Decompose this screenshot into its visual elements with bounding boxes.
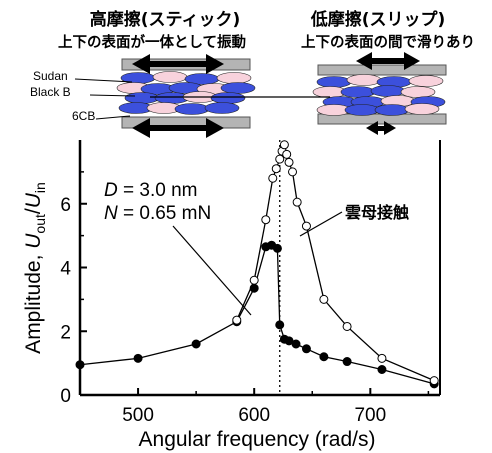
- molecule-ellipse: [370, 85, 406, 97]
- series-1-point-11: [292, 197, 302, 207]
- molecule-ellipse: [216, 72, 252, 84]
- molecule-layer-left: [116, 71, 256, 115]
- slip-schematic: [312, 52, 447, 135]
- y-tick-label-2: 4: [60, 259, 71, 280]
- molecule-ellipse: [152, 71, 188, 83]
- series-0-point-4: [249, 283, 259, 293]
- series-layer: [75, 140, 439, 389]
- pointer-black-b: [89, 94, 136, 97]
- molecule-ellipse: [204, 102, 240, 114]
- series-0-point-1: [133, 353, 143, 363]
- y-label-den-sub: in: [32, 182, 48, 193]
- series-1-point-16: [429, 376, 439, 386]
- y-label-sep: /: [22, 208, 45, 214]
- molecule-ellipse: [408, 75, 444, 87]
- annotation-d-name: D: [104, 180, 118, 201]
- pointer-open-series: [299, 211, 343, 237]
- series-1-point-1: [249, 275, 259, 285]
- pointer-sudan: [74, 78, 133, 83]
- series-1-line: [236, 142, 435, 382]
- stick-schematic: [116, 54, 256, 138]
- y-label-num-sub: out: [32, 214, 48, 234]
- left-subtitle: 上下の表面が一体として振動: [58, 33, 246, 51]
- x-axis-label: Angular frequency (rad/s): [139, 428, 376, 451]
- pointer-6cb: [95, 115, 131, 120]
- x-ticks: 500 600 700: [79, 388, 430, 426]
- series-1-point-7: [279, 140, 289, 150]
- molecule-ellipse: [340, 86, 376, 98]
- y-label-num: U: [22, 233, 45, 249]
- annotation-n-name: N: [104, 203, 118, 224]
- arrow-top-right: [356, 52, 420, 70]
- series-0-point-0: [75, 360, 85, 370]
- series-0-point-8: [275, 320, 285, 330]
- annotation-mica: 雲母接触: [345, 203, 409, 222]
- y-axis-label: Amplitude, Uout/Uin: [22, 182, 48, 354]
- series-1-point-13: [319, 294, 329, 304]
- label-sudan: Sudan: [33, 69, 68, 83]
- molecule-ellipse: [124, 92, 160, 104]
- series-1-point-4: [271, 164, 281, 174]
- series-1-point-5: [275, 154, 285, 164]
- annotation-n: N = 0.65 mN: [104, 203, 211, 224]
- annotation-n-value: = 0.65 mN: [118, 203, 211, 224]
- molecule-ellipse: [210, 92, 246, 104]
- arrow-bottom-right: [366, 121, 396, 135]
- y-tick-label-1: 2: [60, 322, 71, 343]
- series-0-point-7: [272, 243, 282, 253]
- y-tick-label-0: 0: [60, 386, 71, 407]
- left-title: 高摩擦(スティック): [90, 9, 241, 30]
- label-6cb: 6CB: [72, 109, 95, 123]
- x-tick-label-2: 700: [354, 405, 386, 426]
- axes: 500 600 700 0 2 4 6: [60, 140, 441, 426]
- series-0-point-11: [291, 339, 301, 349]
- y-ticks: 0 2 4 6: [60, 171, 87, 407]
- series-0-point-13: [319, 352, 329, 362]
- x-tick-label-0: 500: [122, 405, 154, 426]
- series-0-point-2: [191, 339, 201, 349]
- molecule-ellipse: [374, 104, 410, 116]
- x-tick-label-1: 600: [238, 405, 270, 426]
- series-0-point-14: [342, 357, 352, 367]
- arrow-top-left: [132, 54, 224, 74]
- series-1-point-15: [377, 353, 387, 363]
- series-1-point-2: [261, 215, 271, 225]
- y-label-den: U: [22, 192, 45, 208]
- molecule-ellipse: [344, 104, 380, 116]
- top-plate-right: [317, 64, 447, 76]
- right-subtitle: 上下の表面の間で滑りあり: [301, 33, 475, 51]
- annotation-d: D = 3.0 nm: [104, 180, 197, 201]
- series-1-point-0: [232, 315, 242, 325]
- series-1-point-10: [288, 167, 298, 177]
- molecule-ellipse: [316, 76, 352, 88]
- series-1-point-12: [301, 221, 311, 231]
- annotation-d-value: = 3.0 nm: [118, 180, 198, 201]
- series-1-point-9: [284, 157, 294, 167]
- pointer-closed-series: [172, 225, 252, 316]
- y-label-prefix: Amplitude,: [22, 249, 45, 354]
- series-1-point-3: [268, 173, 278, 183]
- molecule-layer-right: [312, 74, 446, 116]
- series-0-point-12: [301, 344, 311, 354]
- molecule-ellipse: [220, 82, 256, 94]
- molecule-ellipse: [174, 103, 210, 115]
- series-0-point-15: [377, 365, 387, 374]
- right-title: 低摩擦(スリップ): [310, 9, 446, 30]
- y-tick-label-3: 6: [60, 195, 71, 216]
- molecule-ellipse: [346, 74, 382, 86]
- label-black-b: Black B: [30, 85, 71, 99]
- series-1-point-8: [282, 149, 292, 159]
- arrow-bottom-left: [132, 118, 224, 138]
- molecule-ellipse: [404, 103, 440, 115]
- series-1-point-14: [342, 321, 352, 331]
